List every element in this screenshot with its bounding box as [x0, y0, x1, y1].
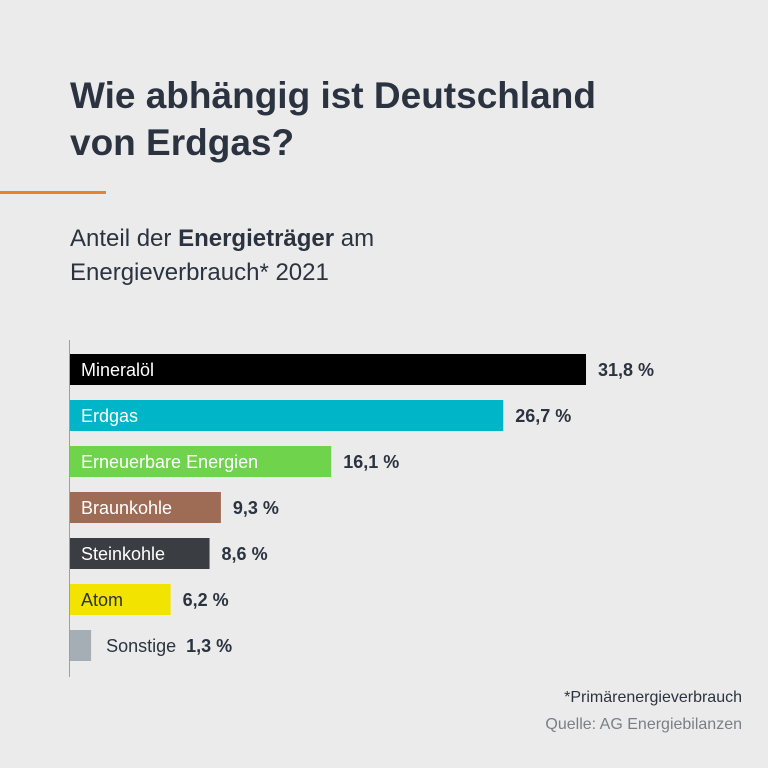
category-label-atom: Atom [81, 590, 123, 610]
value-label-erdgas: 26,7 % [515, 406, 571, 426]
category-label-erdgas: Erdgas [81, 406, 138, 426]
bar-erdgas [70, 400, 504, 431]
accent-rule [0, 191, 106, 194]
chart-title: Wie abhängig ist Deutschland von Erdgas? [70, 72, 730, 166]
bar-sonstige [70, 630, 92, 661]
category-label-braunkohle: Braunkohle [81, 498, 172, 518]
footnote: *Primärenergieverbrauch [564, 689, 742, 706]
subtitle-suffix: am [334, 225, 375, 252]
category-label-erneuerbare-energien: Erneuerbare Energien [81, 452, 258, 472]
bar-atom [70, 584, 171, 615]
value-label-sonstige: 1,3 % [186, 636, 232, 656]
subtitle-bold: Energieträger [178, 225, 335, 252]
bar-braunkohle [70, 492, 221, 523]
category-label-steinkohle: Steinkohle [81, 544, 165, 564]
subtitle-prefix: Anteil der [70, 225, 179, 252]
value-label-braunkohle: 9,3 % [233, 498, 279, 518]
source-note: Quelle: AG Energiebilanzen [545, 716, 742, 733]
bar-mineraloel [70, 354, 586, 385]
value-label-mineraloel: 31,8 % [598, 360, 654, 380]
value-label-steinkohle: 8,6 % [222, 544, 268, 564]
category-label-mineraloel: Mineralöl [81, 360, 154, 380]
value-label-erneuerbare-energien: 16,1 % [343, 452, 399, 472]
value-label-atom: 6,2 % [183, 590, 229, 610]
chart-subtitle: Anteil der Energieträger am Energieverbr… [70, 222, 690, 290]
bar-erneuerbare-energien [70, 446, 332, 477]
chart-title-line-2: von Erdgas? [70, 122, 295, 163]
bar-steinkohle [70, 538, 210, 569]
chart-title-line-1: Wie abhängig ist Deutschland [70, 75, 596, 116]
category-label-sonstige: Sonstige [106, 636, 176, 656]
subtitle-line-2: Energieverbrauch* 2021 [70, 259, 329, 286]
